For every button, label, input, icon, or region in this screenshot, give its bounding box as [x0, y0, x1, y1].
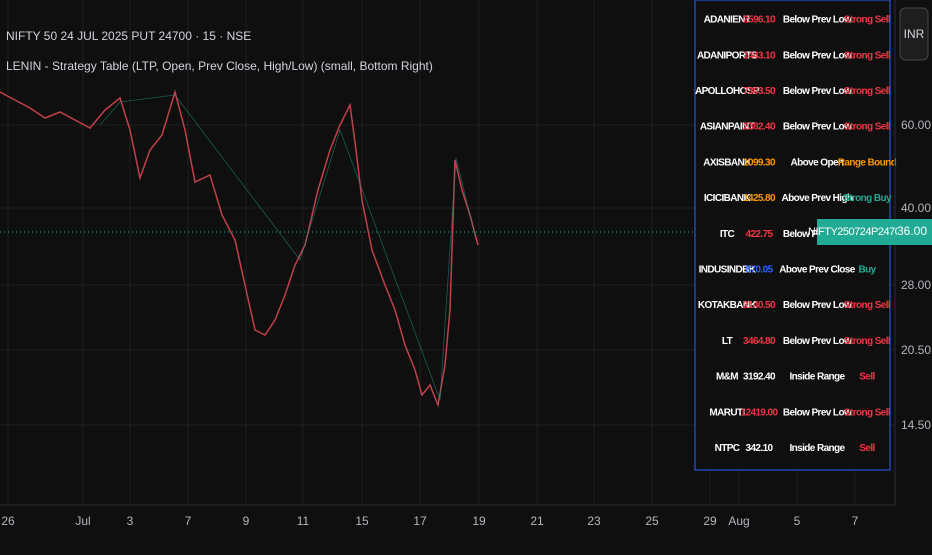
table-cell: Inside Range: [789, 372, 845, 383]
table-cell: Below Prev Low: [783, 407, 852, 418]
time-label: 3: [127, 514, 134, 528]
table-cell: 342.10: [746, 443, 774, 454]
table-cell: LT: [722, 336, 733, 347]
table-cell: 1443.10: [743, 50, 776, 61]
table-cell: ITC: [720, 229, 735, 240]
table-cell: 12419.00: [741, 407, 779, 418]
table-cell: Sell: [859, 372, 875, 383]
table-cell: Strong Sell: [844, 50, 891, 61]
time-label: 23: [587, 514, 601, 528]
table-cell: NTPC: [715, 443, 740, 454]
time-label: 9: [243, 514, 250, 528]
table-cell: ASIANPAINT: [700, 122, 755, 133]
time-label: 19: [472, 514, 486, 528]
price-label: 20.50: [901, 343, 931, 357]
time-label: 25: [645, 514, 659, 528]
table-cell: Above Open: [791, 157, 844, 168]
table-cell: Strong Sell: [844, 300, 891, 311]
price-series-up: [99, 94, 477, 401]
table-cell: Above Prev Close: [779, 265, 855, 276]
table-cell: 870.05: [746, 265, 774, 276]
time-label: 5: [794, 514, 801, 528]
currency: INR: [904, 27, 925, 41]
table-cell: 1425.80: [743, 193, 776, 204]
table-cell: 422.75: [746, 229, 774, 240]
price-series: [0, 89, 479, 408]
table-cell: 2140.50: [743, 300, 776, 311]
table-cell: MARUTI: [709, 407, 745, 418]
table-cell: Range Bound: [838, 157, 897, 168]
table-cell: Strong Sell: [844, 407, 891, 418]
table-cell: AXISBANK: [703, 157, 752, 168]
table-cell: 3464.80: [743, 336, 776, 347]
table-cell: 2382.40: [743, 122, 776, 133]
price-badge: [897, 219, 932, 245]
symbol-badge: [817, 219, 897, 245]
indicator-title: LENIN - Strategy Table (LTP, Open, Prev …: [6, 59, 433, 73]
table-cell: Below Prev Low: [783, 336, 852, 347]
table-cell: ICICIBANK: [704, 193, 752, 204]
table-cell: Below Prev Low: [783, 50, 852, 61]
table-cell: Below Prev Low: [783, 86, 852, 97]
symbol-badge-text: NIFTY250724P24700: [808, 226, 906, 238]
table-cell: Strong Sell: [844, 86, 891, 97]
table-cell: ADANIENT: [704, 15, 751, 26]
time-label: 7: [185, 514, 192, 528]
table-cell: KOTAKBANK: [698, 300, 758, 311]
time-label: Jul: [75, 514, 90, 528]
table-cell: Strong Sell: [844, 15, 891, 26]
table-cell: 2596.10: [743, 15, 776, 26]
table-cell: M&M: [716, 372, 738, 383]
table-cell: 1099.30: [743, 157, 776, 168]
price-label: 40.00: [901, 201, 931, 215]
table-cell: Buy: [858, 265, 876, 276]
table-cell: 7303.50: [743, 86, 776, 97]
price-badge-text: 36.00: [897, 224, 927, 238]
table-cell: 3192.40: [743, 372, 776, 383]
table-cell: Below Prev Low: [783, 122, 852, 133]
symbol-title: NIFTY 50 24 JUL 2025 PUT 24700 · 15 · NS…: [6, 29, 251, 43]
table-cell: Sell: [859, 443, 875, 454]
time-label: 15: [355, 514, 369, 528]
time-label: Aug: [728, 514, 749, 528]
table-cell: Strong Sell: [844, 122, 891, 133]
currency-button[interactable]: [899, 7, 929, 61]
time-label: 7: [852, 514, 859, 528]
time-label: 17: [413, 514, 427, 528]
table-cell: Below Prev Low: [783, 15, 852, 26]
table-cell: APOLLOHOSP: [695, 86, 760, 97]
time-label: 26: [1, 514, 15, 528]
table-cell: Inside Range: [789, 443, 845, 454]
time-label: 21: [530, 514, 544, 528]
time-label: 11: [297, 514, 310, 528]
price-label: 60.00: [901, 118, 931, 132]
table-cell: ADANIPORTS: [697, 50, 758, 61]
table-cell: Strong Sell: [844, 336, 891, 347]
table-cell: Below Prev Low: [783, 300, 852, 311]
price-label: 14.50: [901, 418, 931, 432]
table-cell: Above Prev High: [781, 193, 853, 204]
table-cell: Strong Buy: [843, 193, 892, 204]
price-label: 28.00: [901, 278, 931, 292]
table-cell: INDUSINDBK: [699, 265, 757, 276]
time-label: 29: [703, 514, 717, 528]
